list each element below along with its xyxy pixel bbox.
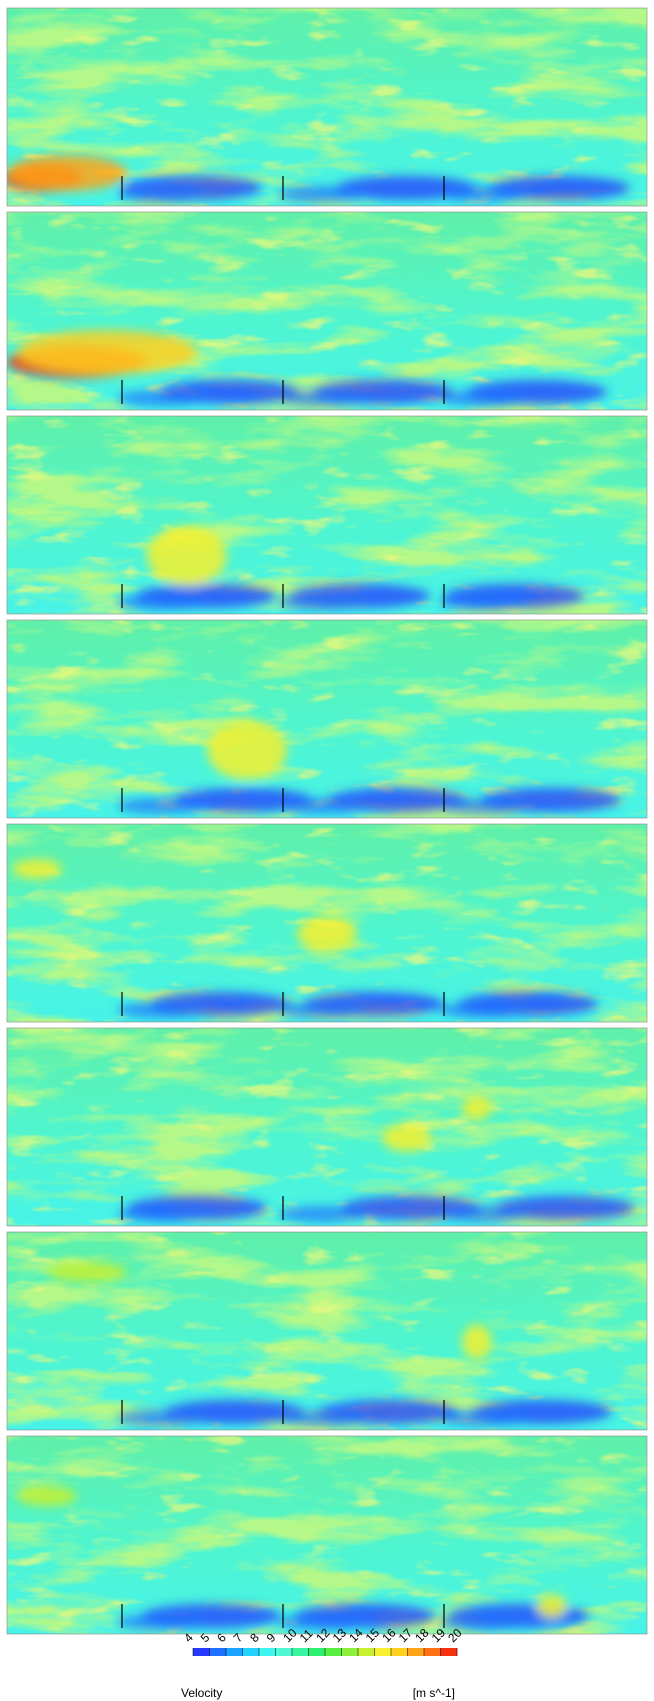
wake	[439, 1002, 529, 1018]
wake	[117, 798, 207, 814]
wake	[278, 186, 368, 202]
contour-panel	[7, 212, 647, 410]
contour-panel	[7, 1232, 647, 1430]
colorbar-segment	[391, 1648, 408, 1656]
figure: 4567891011121314151617181920Velocity[m s…	[0, 0, 654, 1701]
hot-spot	[7, 155, 127, 191]
hot-spot	[12, 859, 62, 879]
panel-content	[7, 1028, 647, 1226]
colorbar-segment	[325, 1648, 342, 1656]
wake	[439, 390, 529, 406]
wake	[278, 594, 368, 610]
wake	[117, 186, 207, 202]
colorbar-units: [m s^-1]	[413, 1686, 455, 1700]
wake	[278, 1002, 368, 1018]
panel-content	[7, 1232, 647, 1430]
wake	[278, 390, 368, 406]
hot-spot	[47, 1262, 127, 1282]
colorbar-segment	[358, 1648, 375, 1656]
panel-content	[7, 212, 647, 410]
wake	[278, 1410, 368, 1426]
contour-panel	[2, 8, 647, 206]
panel-content	[7, 824, 647, 1022]
colorbar-segment	[210, 1648, 227, 1656]
wake	[117, 1410, 207, 1426]
panel-content	[2, 8, 647, 206]
colorbar-segment	[375, 1648, 392, 1656]
colorbar-segment	[441, 1648, 458, 1656]
wake	[439, 1206, 529, 1222]
colorbar-segment	[408, 1648, 425, 1656]
wake	[278, 1206, 368, 1222]
contour-panel	[7, 416, 647, 614]
wake	[117, 390, 207, 406]
panel-content	[7, 416, 647, 614]
contour-panel	[7, 1436, 647, 1634]
hot-spot	[382, 1124, 432, 1152]
colorbar-segment	[243, 1648, 260, 1656]
colorbar-segment	[259, 1648, 276, 1656]
wake	[117, 594, 207, 610]
panel-content	[7, 620, 647, 818]
wake	[439, 186, 529, 202]
colorbar-segment	[276, 1648, 293, 1656]
hot-spot	[207, 720, 287, 780]
contour-panel	[7, 824, 647, 1022]
hot-spot	[462, 1096, 492, 1120]
colorbar-segment	[226, 1648, 243, 1656]
hot-spot	[17, 330, 197, 374]
wake	[439, 798, 529, 814]
hot-spot	[537, 1594, 567, 1618]
colorbar-label: Velocity	[181, 1686, 222, 1700]
contour-panel	[7, 1028, 647, 1226]
hot-spot	[17, 1486, 77, 1506]
wake	[117, 1002, 207, 1018]
wake	[439, 1410, 529, 1426]
colorbar-segment	[309, 1648, 326, 1656]
wake	[439, 594, 529, 610]
wake	[117, 1206, 207, 1222]
hot-spot	[147, 526, 227, 586]
colorbar-segment	[193, 1648, 210, 1656]
colorbar-segment	[424, 1648, 441, 1656]
contour-panel	[7, 620, 647, 818]
hot-spot	[462, 1324, 492, 1360]
texture-2	[7, 416, 647, 614]
hot-spot	[297, 916, 357, 952]
colorbar-segment	[342, 1648, 359, 1656]
wake	[278, 798, 368, 814]
colorbar-segment	[292, 1648, 309, 1656]
panel-content	[7, 1436, 647, 1634]
wake	[117, 1614, 207, 1630]
